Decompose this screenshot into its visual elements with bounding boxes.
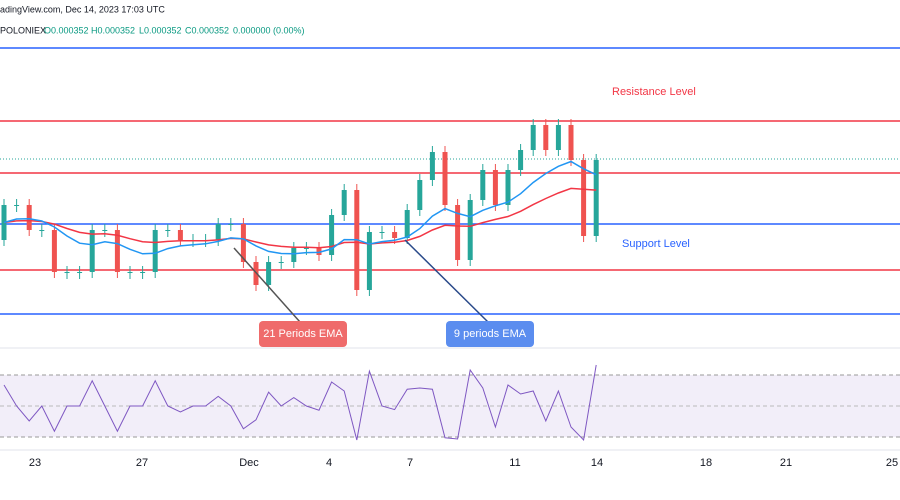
ohlc-close: C0.000352 — [185, 25, 229, 35]
candle — [266, 262, 272, 285]
header-source: adingView.com, Dec 14, 2023 17:03 UTC — [0, 4, 165, 14]
candle — [555, 125, 561, 150]
candle — [442, 152, 448, 205]
candle — [593, 160, 599, 236]
candle — [379, 232, 385, 233]
candle — [127, 272, 133, 273]
x-tick-label: 7 — [407, 457, 413, 469]
candle — [492, 170, 498, 205]
candle — [26, 205, 32, 230]
candle — [177, 230, 183, 240]
candle — [404, 210, 410, 238]
ema21-callout — [259, 321, 347, 347]
candle — [467, 200, 473, 260]
candle — [140, 272, 146, 273]
candle — [278, 262, 284, 263]
x-tick-label: 14 — [591, 457, 603, 469]
arrow — [233, 247, 301, 323]
arrow — [404, 239, 489, 323]
resistance-label: Resistance Level — [612, 86, 696, 98]
ema9-callout — [446, 321, 534, 347]
candle — [215, 224, 221, 240]
candle — [568, 125, 574, 160]
ohlc-high: H0.000352 — [91, 25, 135, 35]
candle — [429, 152, 435, 180]
ohlc-change: 0.000000 (0.00%) — [233, 25, 305, 35]
candle — [228, 224, 234, 225]
candle — [39, 230, 45, 231]
x-tick-label: 18 — [700, 457, 712, 469]
candle — [417, 180, 423, 210]
candle — [89, 230, 95, 272]
x-tick-label: Dec — [239, 457, 259, 469]
candle — [316, 248, 322, 255]
candle — [64, 272, 70, 273]
x-tick-label: 21 — [780, 457, 792, 469]
x-tick-label: 27 — [136, 457, 148, 469]
candle — [102, 230, 108, 231]
ema9-label: 9 periods EMA — [454, 328, 527, 340]
candle — [51, 230, 57, 272]
x-tick-label: 23 — [29, 457, 41, 469]
x-tick-label: 11 — [509, 457, 520, 469]
candle — [303, 248, 309, 249]
candle — [329, 215, 335, 255]
ohlc-open: O0.000352 — [44, 25, 89, 35]
symbol: POLONIEX — [0, 25, 46, 35]
ema21-line — [3, 187, 597, 249]
candle — [455, 205, 461, 260]
candle — [114, 230, 120, 272]
x-tick-label: 25 — [886, 457, 898, 469]
candle — [240, 224, 246, 262]
candle — [505, 170, 511, 205]
candle — [366, 232, 372, 290]
candle — [480, 170, 486, 200]
candle — [530, 125, 536, 150]
ohlc-low: L0.000352 — [139, 25, 182, 35]
x-tick-label: 4 — [326, 457, 332, 469]
rsi-line — [3, 364, 597, 442]
candle — [14, 205, 20, 206]
x-axis: 23 27 Dec 4 7 11 14 18 21 25 — [29, 457, 898, 469]
candle — [581, 160, 587, 236]
candle — [291, 248, 297, 262]
candle — [543, 125, 549, 150]
candle — [152, 230, 158, 272]
candle — [165, 230, 171, 231]
candle — [392, 232, 398, 238]
ema9-line — [3, 160, 597, 255]
candle — [518, 150, 524, 170]
candle — [341, 190, 347, 215]
candle — [77, 272, 83, 273]
support-label: Support Level — [622, 238, 690, 250]
ema21-label: 21 Periods EMA — [263, 328, 343, 340]
